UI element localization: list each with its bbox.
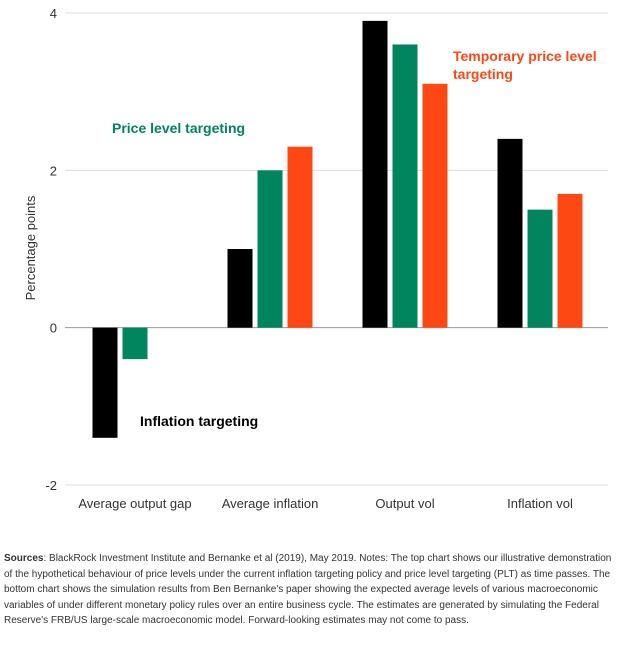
annotation-inflation-targeting: Inflation targeting: [140, 413, 258, 429]
y-tick-label: 0: [50, 321, 57, 336]
bar: [557, 193, 583, 328]
bar: [227, 249, 253, 328]
y-tick-label: 2: [50, 163, 57, 178]
y-tick-label: 4: [50, 6, 57, 21]
bar: [92, 327, 118, 438]
bar: [122, 327, 148, 360]
bar: [497, 138, 523, 328]
category-label: Output vol: [375, 496, 434, 511]
category-labels: Average output gap Average inflation Outpu…: [78, 496, 573, 511]
bar: [527, 209, 553, 328]
bar: [422, 83, 448, 328]
category-label: Inflation vol: [507, 496, 573, 511]
bar: [392, 44, 418, 328]
bar-chart: -2 0 2 4 Average output gap Average inflatio…: [23, 6, 608, 511]
footer-text: : BlackRock Investment Institute and Ber…: [4, 553, 612, 626]
bar: [362, 20, 388, 328]
footer-notes: Sources: BlackRock Investment Institute …: [4, 551, 614, 629]
category-label: Average output gap: [78, 496, 191, 511]
sources-label: Sources: [4, 553, 44, 564]
annotation-price-level-targeting: Price level targeting: [112, 120, 245, 136]
y-axis-label: Percentage points: [23, 195, 38, 300]
bar: [257, 170, 283, 328]
y-tick-labels: -2 0 2 4: [45, 6, 57, 493]
category-label: Average inflation: [222, 496, 319, 511]
y-tick-label: -2: [45, 478, 57, 493]
annotation-temporary-plt: Temporary price level targeting: [453, 48, 597, 82]
bars: [92, 20, 583, 438]
bar: [287, 146, 313, 328]
